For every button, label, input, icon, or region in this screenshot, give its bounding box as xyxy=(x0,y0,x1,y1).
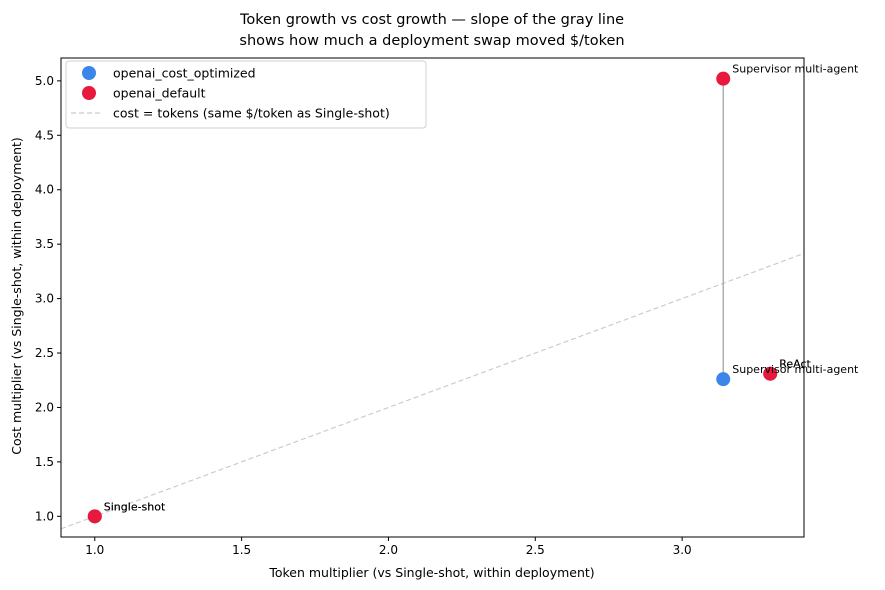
legend-box xyxy=(65,60,427,129)
point-label-openai_default-1: Supervisor multi-agent xyxy=(732,63,859,76)
legend-label-openai_default: openai_default xyxy=(113,86,206,101)
y-tick-label-7: 4.5 xyxy=(35,128,54,142)
plot-frame xyxy=(60,57,805,538)
point-label-openai_cost_optimized-1: Supervisor multi-agent xyxy=(732,363,859,376)
x-tick-label-0: 1.0 xyxy=(85,543,104,557)
legend: openai_cost_optimized openai_defaultcost … xyxy=(65,60,427,129)
reference-line xyxy=(61,252,804,530)
point-label-openai_default-0: Single-shot xyxy=(104,500,166,513)
y-tick-label-3: 2.5 xyxy=(35,346,54,360)
chart-title-line-2: shows how much a deployment swap moved $… xyxy=(239,33,624,49)
x-tick-label-4: 3.0 xyxy=(673,543,692,557)
x-axis-label: Token multiplier (vs Single-shot, within… xyxy=(268,565,594,580)
point-label-openai_cost_optimized-2: ReAct xyxy=(779,358,811,371)
y-axis-label: Cost multiplier (vs Single-shot, within … xyxy=(9,137,24,455)
point-openai_default-2 xyxy=(763,366,778,381)
point-openai_default-1 xyxy=(716,71,731,86)
plot-content xyxy=(61,71,804,530)
legend-marker-openai_default xyxy=(82,86,96,100)
y-tick-label-8: 5.0 xyxy=(35,74,54,88)
point-openai_cost_optimized-1 xyxy=(716,372,731,387)
axis-ticks: 1.0 1.5 2.0 2.5 3.0 1.0 1.5 2.0 2.5 3.0 3.5 4.0 4.5 5… xyxy=(35,74,692,557)
y-tick-label-1: 1.5 xyxy=(35,455,54,469)
x-tick-label-3: 2.5 xyxy=(526,543,545,557)
y-tick-label-4: 3.0 xyxy=(35,292,54,306)
legend-label-openai_cost_optimized: openai_cost_optimized xyxy=(113,66,256,81)
point-label-openai_cost_optimized-0: Single-shot xyxy=(104,500,166,513)
point-openai_default-0 xyxy=(87,509,102,524)
y-tick-label-6: 4.0 xyxy=(35,183,54,197)
y-tick-label-5: 3.5 xyxy=(35,237,54,251)
point-label-openai_default-2: ReAct xyxy=(779,358,811,371)
y-tick-label-0: 1.0 xyxy=(35,509,54,523)
y-tick-label-2: 2.0 xyxy=(35,400,54,414)
legend-marker-openai_cost_optimized xyxy=(82,66,96,80)
x-tick-label-2: 2.0 xyxy=(379,543,398,557)
legend-label-reference: cost = tokens (same $/token as Single-sh… xyxy=(113,106,390,121)
x-tick-label-1: 1.5 xyxy=(232,543,251,557)
chart-title-line-1: Token growth vs cost growth — slope of t… xyxy=(239,12,624,28)
